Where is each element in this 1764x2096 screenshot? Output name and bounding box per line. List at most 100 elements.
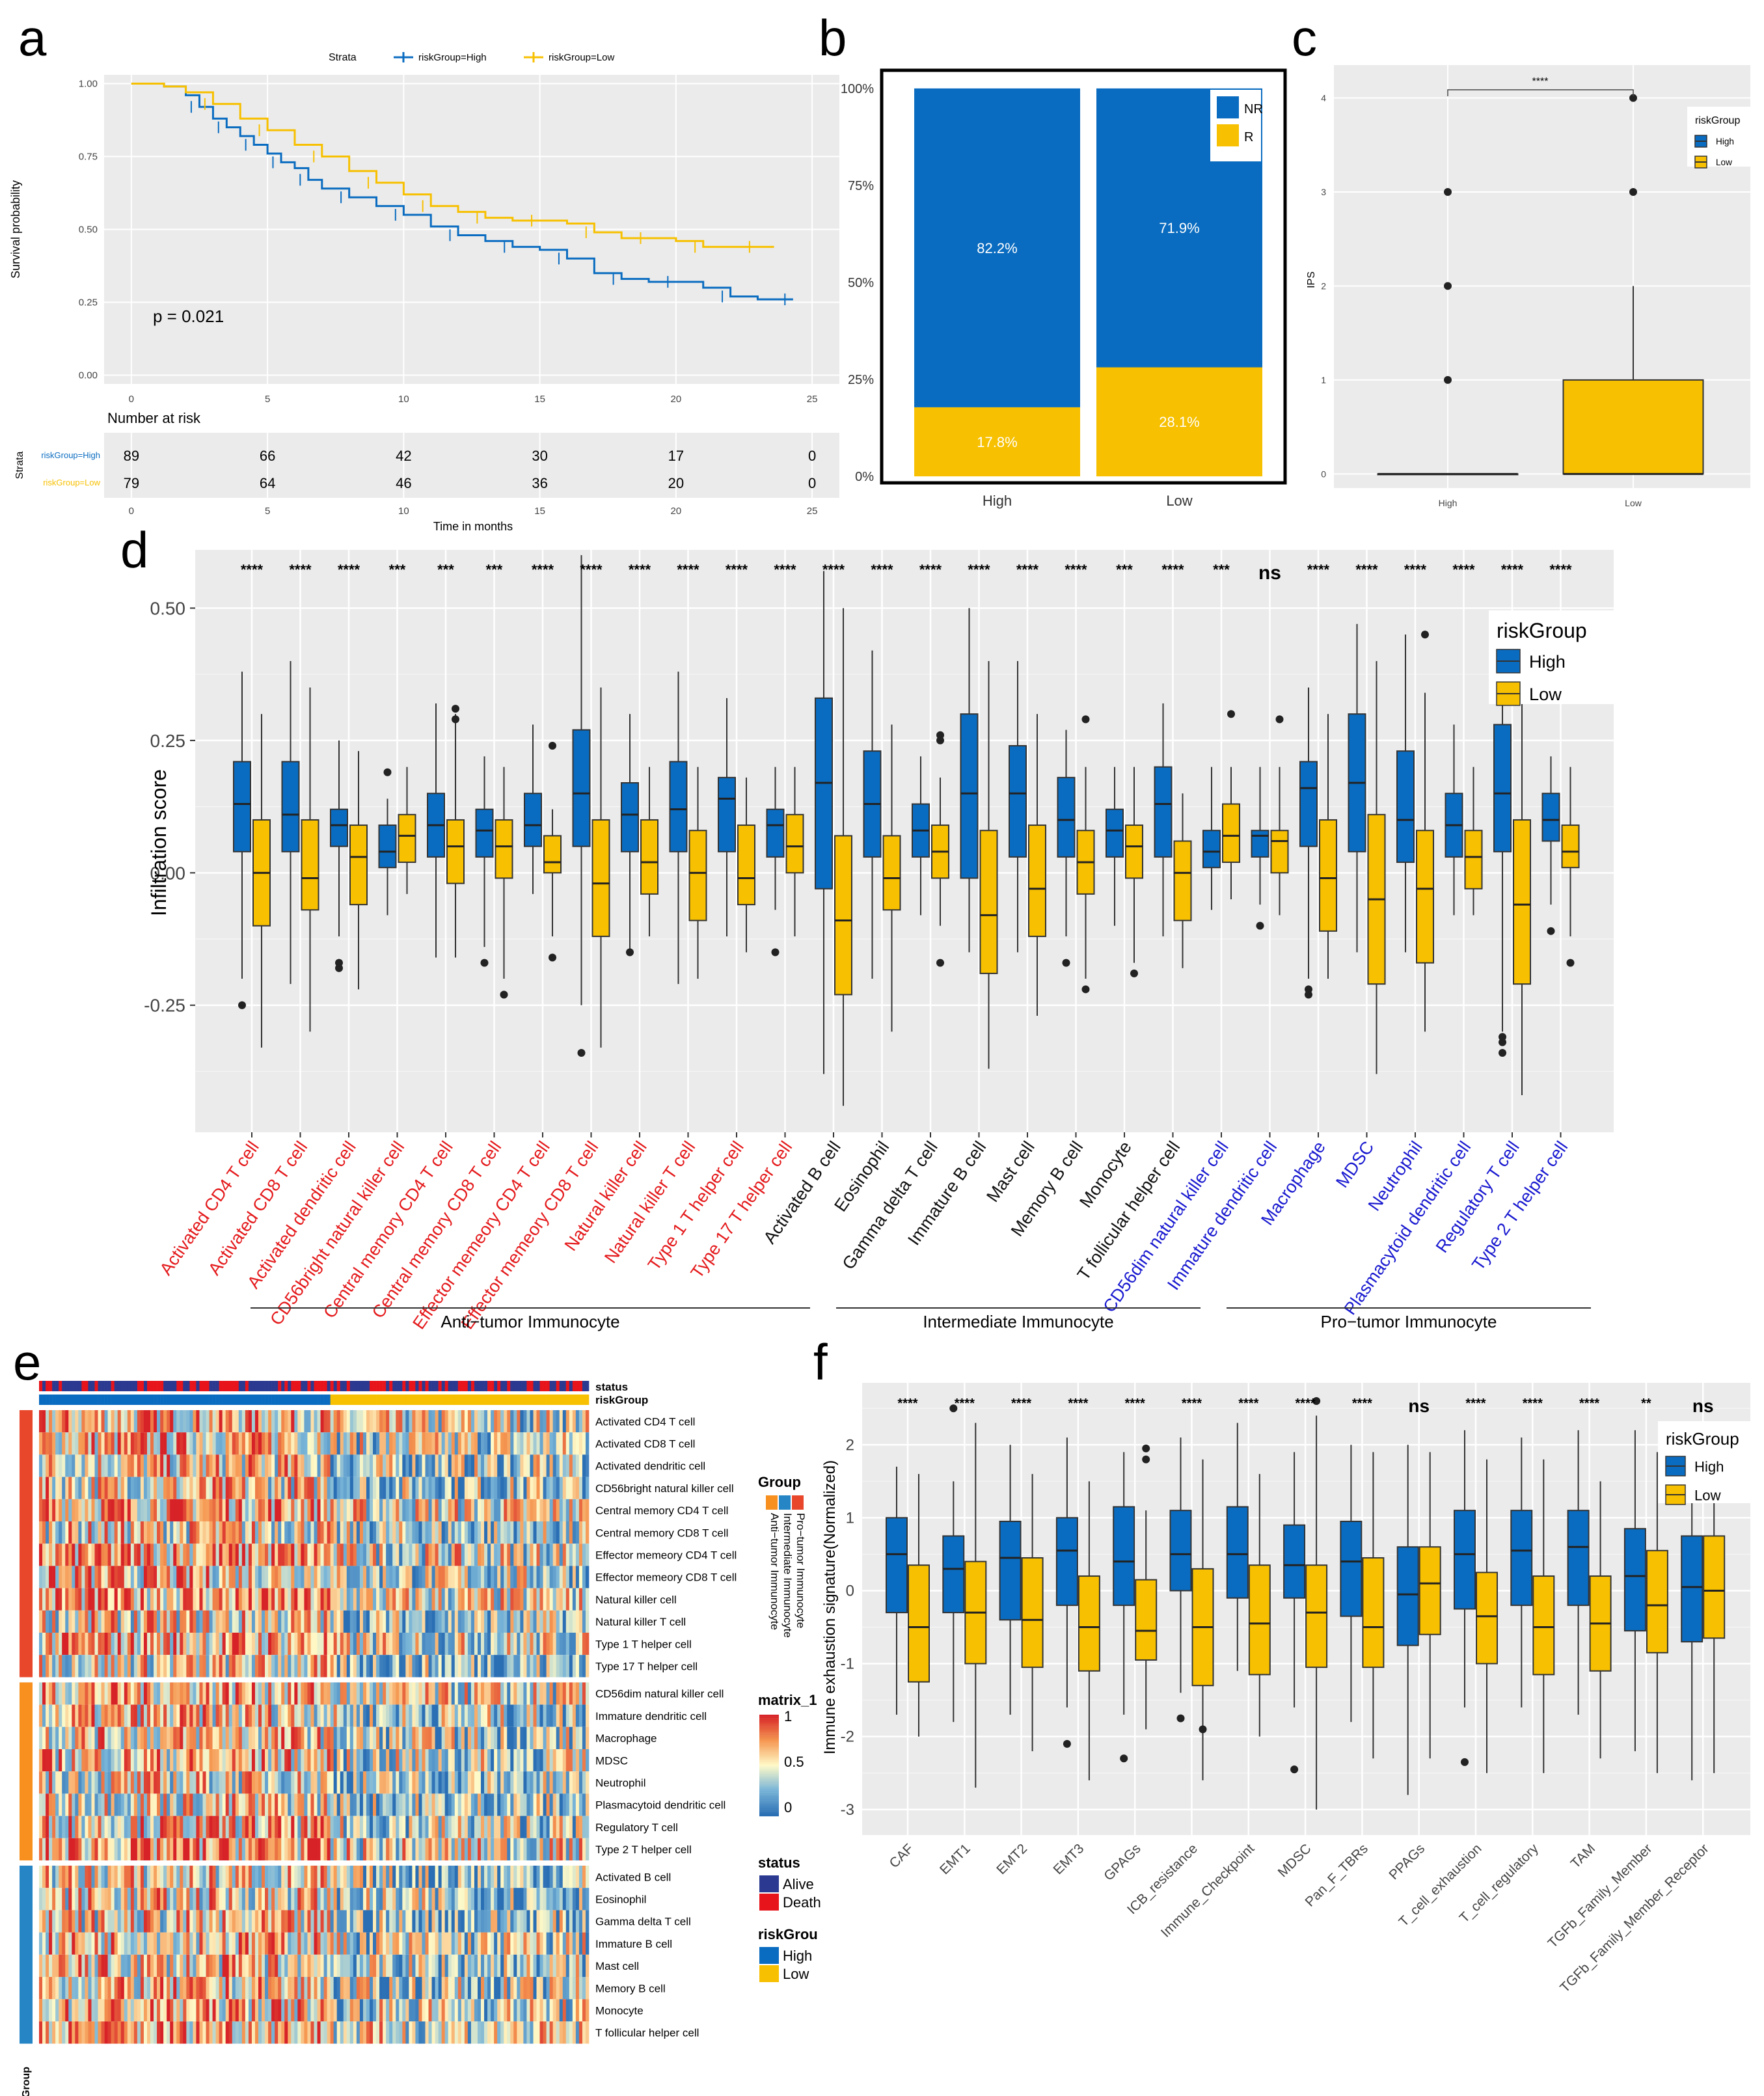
heat-cell [251,1704,256,1727]
heat-cell [353,1749,357,1772]
heat-cell [215,1838,219,1860]
heat-cell [467,1932,472,1955]
heat-cell [396,1932,400,1955]
heat-cell [461,1866,465,1888]
heat-cell [98,1726,102,1749]
heat-cell [120,1932,125,1955]
heat-cell [362,1633,367,1655]
significance-label: **** [532,562,554,578]
status-cell [72,1381,75,1391]
heat-cell [585,1521,590,1544]
heat-cell [422,1704,426,1727]
heat-cell [278,1932,282,1955]
heat-cell [107,1704,111,1727]
heat-cell [294,1410,298,1433]
heat-cell [356,1793,360,1816]
heat-cell [146,1588,151,1611]
heatmap-row-label: Eosinophil [595,1893,646,1905]
heat-cell [349,1499,354,1521]
x-tick-label: High [983,493,1012,509]
heat-cell [55,1866,59,1888]
heat-cell [349,1410,354,1433]
heat-cell [173,1682,177,1705]
heat-cell [107,1610,111,1633]
heat-cell [232,1682,236,1705]
heat-cell [284,1566,288,1588]
heat-cell [383,1588,387,1611]
heat-cell [310,1566,314,1588]
heat-cell [444,1866,449,1888]
heat-cell [133,1633,138,1655]
risk-cell [173,1395,177,1405]
box-low-box [349,824,368,906]
heat-cell [556,1726,560,1749]
heat-cell [183,1704,187,1727]
heat-cell [470,1410,475,1433]
heat-cell [150,1610,154,1633]
heat-cell [46,1838,49,1860]
heat-cell [409,1682,413,1705]
heat-cell [167,1633,170,1655]
heat-cell [68,1588,72,1611]
heat-cell [265,1410,269,1433]
heat-cell [428,1521,432,1544]
heat-cell [107,1749,111,1772]
heat-cell [107,1816,111,1838]
heat-cell [117,1588,122,1611]
heat-cell [422,1566,426,1588]
heat-cell [330,1749,334,1772]
y-tick-label: 50% [848,276,874,290]
heat-cell [154,1682,157,1705]
heat-cell [176,1704,180,1727]
heat-cell [101,1477,105,1499]
heat-cell [572,1932,577,1955]
heat-cell [470,1566,475,1588]
heat-cell [127,1954,131,1977]
heat-cell [314,1726,318,1749]
heat-cell [98,1682,102,1705]
panel-letter-c: c [1292,9,1317,66]
heat-cell [487,1544,491,1566]
risk-cell [546,1395,550,1405]
stacked-bar-chart: 0%25%50%75%100%17.8%82.2%High28.1%71.9%L… [841,68,1287,509]
heat-cell [323,1588,327,1611]
box-low-box [834,835,852,996]
heat-cell [114,1655,118,1678]
heat-cell [477,1932,482,1955]
heat-cell [241,1477,246,1499]
heat-cell [415,1910,419,1933]
risk-row-label: riskGroup=Low [43,478,100,487]
heat-cell [422,1682,426,1705]
heat-cell [238,1910,243,1933]
heat-cell [245,1888,249,1911]
heat-cell [379,1566,383,1588]
heat-cell [65,1726,69,1749]
heat-cell [52,1838,56,1860]
status-cell [111,1381,115,1391]
heat-cell [454,1932,459,1955]
heat-cell [225,1633,230,1655]
heat-cell [281,1682,285,1705]
heat-cell [202,1682,206,1705]
heat-cell [301,1816,305,1838]
heat-cell [167,1566,170,1588]
heat-cell [173,1454,177,1477]
heat-cell [85,1793,88,1816]
heat-cell [376,1910,380,1933]
heatmap-row-label: Neutrophil [595,1776,646,1789]
heat-cell [176,1521,180,1544]
heat-cell [402,1816,406,1838]
heat-cell [353,1610,357,1633]
heat-cell [582,1544,586,1566]
heat-cell [582,1588,586,1611]
heat-cell [441,1932,445,1955]
heat-cell [284,1521,288,1544]
heat-cell [474,1477,478,1499]
heat-cell [487,1655,491,1678]
heat-cell [284,1910,288,1933]
heat-cell [154,1793,157,1816]
box-high-outlier [1305,990,1312,999]
heat-cell [114,1410,118,1433]
heat-cell [340,1932,344,1955]
heat-cell [262,1610,265,1633]
